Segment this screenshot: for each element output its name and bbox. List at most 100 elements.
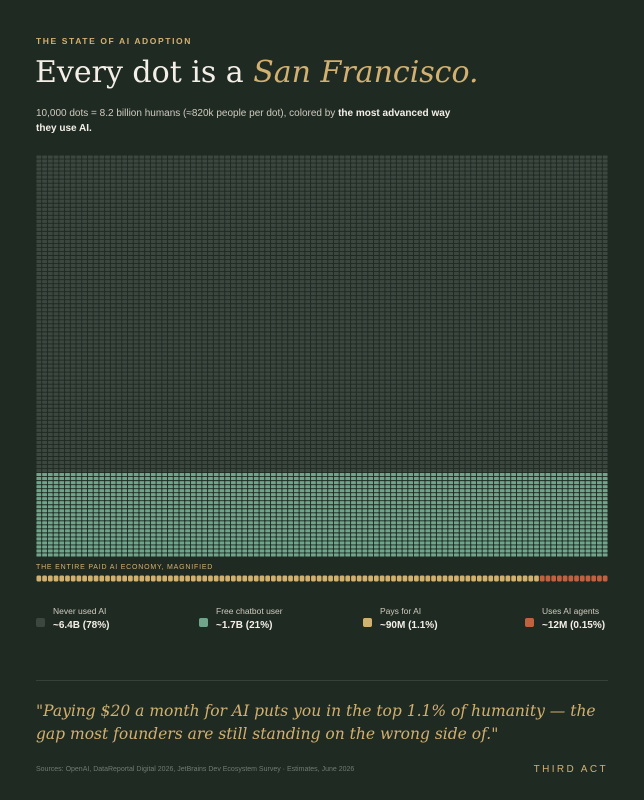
dot-never-used — [471, 328, 476, 332]
dot-never-used — [545, 320, 551, 324]
dot-never-used — [76, 324, 82, 328]
dot-never-used — [93, 284, 99, 288]
dot-never-used — [265, 312, 271, 316]
dot-never-used — [70, 324, 76, 328]
dot-never-used — [465, 239, 471, 243]
dot-never-used — [419, 292, 425, 296]
dot-never-used — [145, 300, 150, 304]
dot-never-used — [534, 239, 539, 243]
dot-never-used — [322, 336, 328, 340]
dot-never-used — [396, 171, 402, 175]
dot-never-used — [253, 167, 259, 171]
dot-never-used — [299, 259, 305, 264]
dot-never-used — [476, 268, 482, 272]
dot-never-used — [110, 207, 116, 211]
dot-never-used — [196, 207, 202, 211]
dot-never-used — [539, 268, 545, 272]
dot-never-used — [476, 159, 482, 163]
dot-never-used — [362, 263, 368, 268]
dot-never-used — [305, 199, 311, 203]
dot-never-used — [179, 263, 185, 268]
dot-never-used — [145, 163, 150, 167]
dot-never-used — [597, 276, 602, 280]
dot-never-used — [436, 167, 442, 171]
dot-never-used — [150, 203, 156, 207]
dot-never-used — [270, 304, 276, 308]
dot-never-used — [516, 255, 522, 260]
dot-never-used — [522, 272, 528, 276]
dot-never-used — [110, 155, 116, 159]
dot-never-used — [173, 175, 179, 179]
dot-never-used — [236, 239, 242, 243]
dot-never-used — [259, 344, 265, 348]
dot-never-used — [139, 159, 145, 163]
dot-never-used — [408, 352, 414, 356]
dot-never-used — [202, 328, 208, 332]
dot-never-used — [230, 332, 236, 336]
dot-never-used — [293, 199, 299, 203]
dot-never-used — [333, 251, 339, 256]
dot-never-used — [305, 332, 311, 336]
dot-never-used — [87, 199, 93, 203]
dot-never-used — [99, 243, 105, 248]
dot-never-used — [162, 195, 168, 199]
dot-never-used — [70, 239, 76, 243]
dot-never-used — [591, 251, 597, 256]
dot-never-used — [516, 235, 522, 239]
dot-never-used — [145, 340, 150, 344]
dot-never-used — [591, 167, 597, 171]
dot-never-used — [454, 300, 459, 304]
dot-never-used — [47, 288, 53, 292]
dot-never-used — [288, 239, 293, 243]
dot-never-used — [196, 199, 202, 203]
dot-never-used — [105, 332, 110, 336]
dot-never-used — [162, 288, 168, 292]
dot-never-used — [494, 348, 499, 352]
dot-never-used — [534, 171, 539, 175]
dot-never-used — [53, 175, 59, 179]
dot-never-used — [133, 215, 139, 219]
dot-never-used — [322, 251, 328, 256]
dot-never-used — [408, 183, 414, 187]
dot-never-used — [168, 272, 173, 276]
dot-never-used — [574, 179, 579, 183]
dot-never-used — [253, 272, 259, 276]
dot-never-used — [459, 268, 465, 272]
dot-never-used — [156, 247, 162, 252]
dot-never-used — [185, 167, 190, 171]
dot-never-used — [339, 247, 345, 252]
dot-never-used — [499, 296, 505, 300]
dot-never-used — [488, 163, 494, 167]
dot-never-used — [345, 179, 351, 183]
dot-never-used — [516, 203, 522, 207]
dot-never-used — [568, 272, 574, 276]
dot-never-used — [190, 227, 196, 231]
dot-never-used — [562, 167, 568, 171]
dot-never-used — [516, 348, 522, 352]
dot-never-used — [396, 195, 402, 199]
dot-never-used — [431, 263, 436, 268]
dot-never-used — [356, 215, 362, 219]
dot-never-used — [110, 163, 116, 167]
dot-never-used — [494, 239, 499, 243]
dot-never-used — [539, 159, 545, 163]
dot-never-used — [270, 316, 276, 320]
dot-never-used — [122, 312, 128, 316]
subtitle-bold: the most advanced way they use AI. — [36, 108, 451, 134]
dot-never-used — [574, 344, 579, 348]
dot-never-used — [133, 235, 139, 239]
dot-never-used — [225, 292, 231, 296]
dot-never-used — [230, 171, 236, 175]
dot-never-used — [156, 235, 162, 239]
dot-never-used — [585, 247, 591, 252]
dot-never-used — [322, 316, 328, 320]
dot-never-used — [448, 316, 454, 320]
dot-never-used — [585, 324, 591, 328]
dot-never-used — [82, 280, 88, 284]
dot-never-used — [99, 223, 105, 227]
dot-never-used — [448, 159, 454, 163]
dot-never-used — [127, 163, 133, 167]
dot-never-used — [185, 263, 190, 268]
dot-never-used — [419, 231, 425, 235]
dot-never-used — [568, 227, 574, 231]
